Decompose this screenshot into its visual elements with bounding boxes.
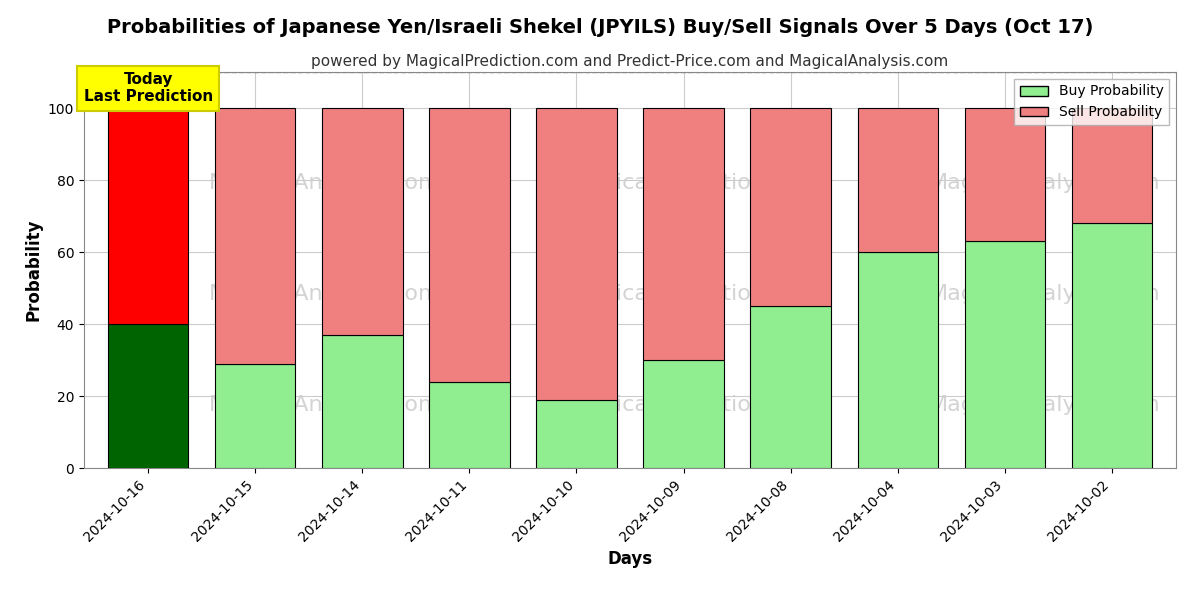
- Text: MagicalAnalysis.com: MagicalAnalysis.com: [929, 284, 1160, 304]
- Legend: Buy Probability, Sell Probability: Buy Probability, Sell Probability: [1014, 79, 1169, 125]
- Bar: [323, 335, 402, 468]
- Bar: [536, 400, 617, 468]
- Text: MagicalPrediction.com: MagicalPrediction.com: [570, 284, 821, 304]
- Text: MagicalAnalysis.com: MagicalAnalysis.com: [209, 173, 440, 193]
- Bar: [1072, 108, 1152, 223]
- Bar: [858, 108, 937, 252]
- Title: powered by MagicalPrediction.com and Predict-Price.com and MagicalAnalysis.com: powered by MagicalPrediction.com and Pre…: [311, 55, 949, 70]
- Bar: [215, 108, 295, 364]
- Text: MagicalPrediction.com: MagicalPrediction.com: [570, 173, 821, 193]
- Bar: [323, 108, 402, 335]
- Bar: [1072, 223, 1152, 468]
- Bar: [858, 252, 937, 468]
- Text: MagicalAnalysis.com: MagicalAnalysis.com: [209, 284, 440, 304]
- Bar: [965, 241, 1045, 468]
- Text: Probabilities of Japanese Yen/Israeli Shekel (JPYILS) Buy/Sell Signals Over 5 Da: Probabilities of Japanese Yen/Israeli Sh…: [107, 18, 1093, 37]
- Text: MagicalPrediction.com: MagicalPrediction.com: [570, 395, 821, 415]
- Bar: [750, 108, 830, 306]
- Text: MagicalAnalysis.com: MagicalAnalysis.com: [929, 395, 1160, 415]
- Text: MagicalAnalysis.com: MagicalAnalysis.com: [929, 173, 1160, 193]
- Bar: [643, 108, 724, 360]
- Bar: [750, 306, 830, 468]
- Bar: [108, 108, 188, 324]
- Text: Today
Last Prediction: Today Last Prediction: [84, 72, 212, 104]
- Bar: [536, 108, 617, 400]
- Bar: [108, 324, 188, 468]
- Bar: [430, 108, 510, 382]
- Bar: [643, 360, 724, 468]
- Bar: [965, 108, 1045, 241]
- X-axis label: Days: Days: [607, 550, 653, 568]
- Text: MagicalAnalysis.com: MagicalAnalysis.com: [209, 395, 440, 415]
- Bar: [215, 364, 295, 468]
- Bar: [430, 382, 510, 468]
- Y-axis label: Probability: Probability: [24, 219, 42, 321]
